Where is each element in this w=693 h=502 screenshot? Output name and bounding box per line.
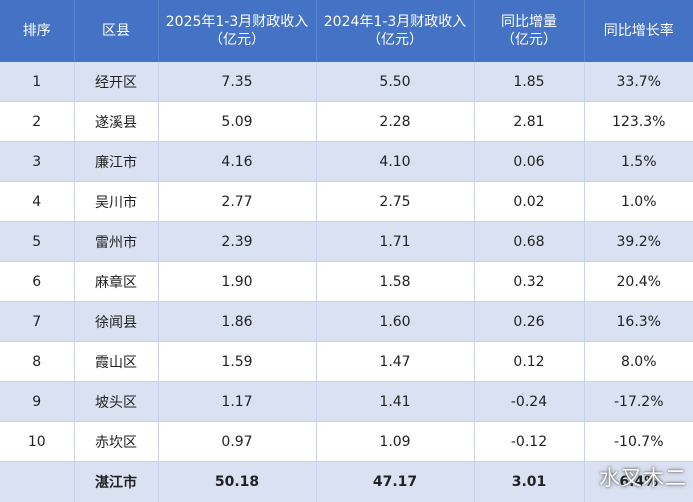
cell-district: 遂溪县: [74, 101, 159, 142]
header-yoy-increase: 同比增量 （亿元）: [474, 0, 585, 62]
total-rank: [0, 461, 75, 502]
table-row: 5 雷州市 2.39 1.71 0.68 39.2%: [0, 221, 693, 262]
cell-yoy-rate: 20.4%: [584, 261, 693, 302]
cell-rank: 2: [0, 101, 75, 142]
cell-revenue-2025: 7.35: [158, 62, 317, 102]
cell-yoy-increase: 0.12: [474, 341, 585, 382]
cell-yoy-increase: -0.12: [474, 421, 585, 462]
cell-revenue-2024: 2.75: [316, 181, 475, 222]
table-row: 1 经开区 7.35 5.50 1.85 33.7%: [0, 62, 693, 102]
table-row: 8 霞山区 1.59 1.47 0.12 8.0%: [0, 341, 693, 382]
cell-yoy-rate: 39.2%: [584, 221, 693, 262]
total-yoy-increase: 3.01: [474, 461, 585, 502]
cell-district: 吴川市: [74, 181, 159, 222]
cell-district: 雷州市: [74, 221, 159, 262]
cell-revenue-2024: 1.41: [316, 381, 475, 422]
header-revenue-2025: 2025年1-3月财政收入 （亿元）: [158, 0, 317, 62]
cell-yoy-increase: 0.68: [474, 221, 585, 262]
cell-revenue-2025: 1.59: [158, 341, 317, 382]
cell-revenue-2025: 2.77: [158, 181, 317, 222]
cell-yoy-increase: 2.81: [474, 101, 585, 142]
cell-revenue-2024: 1.47: [316, 341, 475, 382]
cell-rank: 3: [0, 141, 75, 182]
cell-yoy-increase: -0.24: [474, 381, 585, 422]
cell-revenue-2025: 1.86: [158, 301, 317, 342]
cell-rank: 5: [0, 221, 75, 262]
cell-yoy-increase: 0.32: [474, 261, 585, 302]
cell-revenue-2025: 1.90: [158, 261, 317, 302]
cell-revenue-2024: 1.58: [316, 261, 475, 302]
table-row: 7 徐闻县 1.86 1.60 0.26 16.3%: [0, 301, 693, 342]
cell-revenue-2024: 2.28: [316, 101, 475, 142]
cell-yoy-rate: -10.7%: [584, 421, 693, 462]
cell-rank: 9: [0, 381, 75, 422]
table-row: 10 赤坎区 0.97 1.09 -0.12 -10.7%: [0, 421, 693, 462]
header-rank: 排序: [0, 0, 75, 62]
cell-rank: 4: [0, 181, 75, 222]
cell-revenue-2024: 1.60: [316, 301, 475, 342]
table-row: 4 吴川市 2.77 2.75 0.02 1.0%: [0, 181, 693, 222]
cell-yoy-rate: -17.2%: [584, 381, 693, 422]
cell-district: 霞山区: [74, 341, 159, 382]
cell-district: 廉江市: [74, 141, 159, 182]
cell-revenue-2025: 5.09: [158, 101, 317, 142]
table-row: 3 廉江市 4.16 4.10 0.06 1.5%: [0, 141, 693, 182]
cell-rank: 10: [0, 421, 75, 462]
cell-yoy-rate: 8.0%: [584, 341, 693, 382]
cell-revenue-2025: 2.39: [158, 221, 317, 262]
cell-district: 麻章区: [74, 261, 159, 302]
cell-yoy-rate: 33.7%: [584, 62, 693, 102]
cell-revenue-2024: 4.10: [316, 141, 475, 182]
cell-district: 坡头区: [74, 381, 159, 422]
cell-rank: 8: [0, 341, 75, 382]
cell-district: 经开区: [74, 62, 159, 102]
cell-yoy-rate: 1.5%: [584, 141, 693, 182]
cell-yoy-rate: 1.0%: [584, 181, 693, 222]
header-district: 区县: [74, 0, 159, 62]
cell-yoy-increase: 0.26: [474, 301, 585, 342]
cell-yoy-rate: 16.3%: [584, 301, 693, 342]
cell-yoy-increase: 1.85: [474, 62, 585, 102]
cell-yoy-increase: 0.02: [474, 181, 585, 222]
cell-revenue-2025: 0.97: [158, 421, 317, 462]
total-yoy-rate: 6.4%: [584, 461, 693, 502]
total-district: 湛江市: [74, 461, 159, 502]
table-row: 6 麻章区 1.90 1.58 0.32 20.4%: [0, 261, 693, 302]
cell-district: 赤坎区: [74, 421, 159, 462]
cell-rank: 6: [0, 261, 75, 302]
table-row: 9 坡头区 1.17 1.41 -0.24 -17.2%: [0, 381, 693, 422]
total-row: 湛江市 50.18 47.17 3.01 6.4%: [0, 461, 693, 502]
header-yoy-rate: 同比增长率: [584, 0, 693, 62]
cell-rank: 7: [0, 301, 75, 342]
cell-yoy-rate: 123.3%: [584, 101, 693, 142]
header-row: 排序 区县 2025年1-3月财政收入 （亿元） 2024年1-3月财政收入 （亿元…: [0, 0, 693, 62]
table-row: 2 遂溪县 5.09 2.28 2.81 123.3%: [0, 101, 693, 142]
cell-revenue-2024: 5.50: [316, 62, 475, 102]
cell-revenue-2024: 1.09: [316, 421, 475, 462]
cell-district: 徐闻县: [74, 301, 159, 342]
cell-revenue-2025: 1.17: [158, 381, 317, 422]
cell-revenue-2024: 1.71: [316, 221, 475, 262]
cell-rank: 1: [0, 62, 75, 102]
total-revenue-2024: 47.17: [316, 461, 475, 502]
total-revenue-2025: 50.18: [158, 461, 317, 502]
cell-revenue-2025: 4.16: [158, 141, 317, 182]
cell-yoy-increase: 0.06: [474, 141, 585, 182]
header-revenue-2024: 2024年1-3月财政收入 （亿元）: [316, 0, 475, 62]
